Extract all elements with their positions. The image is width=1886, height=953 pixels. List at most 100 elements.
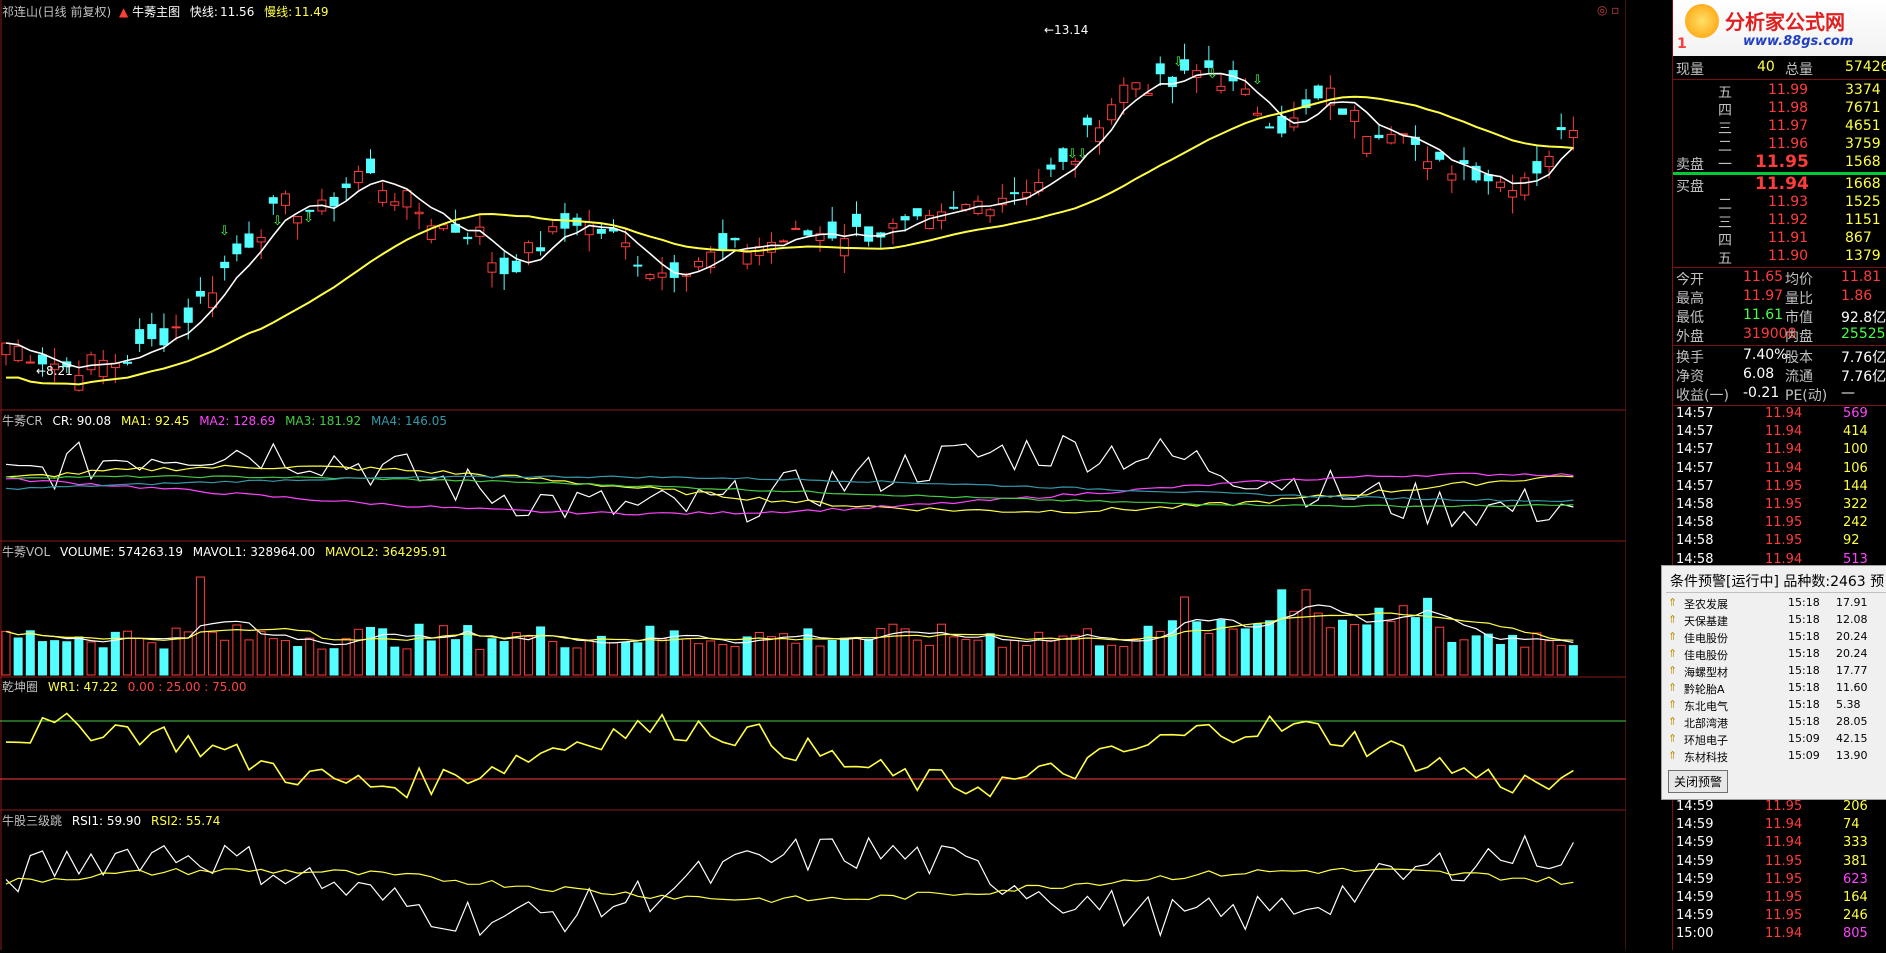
candle xyxy=(1119,84,1129,103)
alert-arrow-icon: ⇑ xyxy=(1668,664,1678,677)
down-arrow-icon: ⇩ xyxy=(219,224,230,239)
volume-bar xyxy=(523,635,533,676)
alert-list-item[interactable]: ⇑ 天保基建 15:18 12.08 xyxy=(1668,613,1886,629)
indicator-charts[interactable]: 13.0012.5012.0011.5011.0010.5010.009.509… xyxy=(0,0,1672,950)
alert-list-item[interactable]: ⇑ 佳电股份 15:18 20.24 xyxy=(1668,630,1886,646)
candle xyxy=(1107,104,1117,121)
trade-price: 11.94 xyxy=(1765,835,1803,851)
alert-list-item[interactable]: ⇑ 环旭电子 15:09 42.15 xyxy=(1668,732,1886,748)
volume-bar xyxy=(681,638,691,676)
high-price-label: ←13.14 xyxy=(1044,23,1088,37)
trade-price: 11.95 xyxy=(1765,533,1803,549)
candle xyxy=(50,363,60,371)
volume-bar xyxy=(123,630,132,676)
volume-bar xyxy=(208,631,218,676)
trade-row: 14:58 11.94 513 xyxy=(1673,552,1886,570)
candle xyxy=(244,233,254,248)
trade-volume: 246 xyxy=(1843,908,1868,924)
volume-bar xyxy=(536,626,546,676)
trade-volume: 414 xyxy=(1843,424,1868,440)
sell1-vol: 1568 xyxy=(1845,154,1881,170)
volume-bar xyxy=(499,640,509,676)
candle xyxy=(1131,82,1141,90)
volume-bar xyxy=(1410,617,1420,676)
alert-stock-name: 佳电股份 xyxy=(1684,632,1728,645)
alert-list-item[interactable]: ⇑ 北部湾港 15:18 28.05 xyxy=(1668,715,1886,731)
volume-bar xyxy=(1252,623,1262,676)
volume-bar xyxy=(37,641,47,676)
alert-popup[interactable]: 条件预警[运行中] 品种数:2463 预 ⇑ 圣农发展 15:18 17.91 ⇑ 天保基… xyxy=(1661,565,1886,800)
alert-arrow-icon: ⇑ xyxy=(1668,732,1678,745)
alert-title: 条件预警[运行中] 品种数:2463 预 xyxy=(1670,574,1885,590)
volume-bar xyxy=(438,625,448,676)
candle xyxy=(511,260,521,273)
candle xyxy=(888,223,898,229)
volume-bar xyxy=(1289,610,1299,676)
alert-list-item[interactable]: ⇑ 黔轮胎A 15:18 11.60 xyxy=(1668,681,1886,697)
alert-list-item[interactable]: ⇑ 东北电气 15:18 5.38 xyxy=(1668,698,1886,714)
volume-bar xyxy=(159,648,169,676)
level-price: 11.99 xyxy=(1768,82,1809,98)
vol-mavol2: MAVOL2: 364295.91 xyxy=(324,545,448,559)
stat-value: 319008 xyxy=(1743,326,1797,342)
alert-list-item[interactable]: ⇑ 东材科技 15:09 13.90 xyxy=(1668,749,1886,765)
trade-time: 14:57 xyxy=(1676,424,1714,440)
level-label: 二 xyxy=(1718,197,1732,213)
candle xyxy=(827,221,837,239)
trade-time: 14:59 xyxy=(1676,799,1714,814)
alert-stock-name: 佳电股份 xyxy=(1684,649,1728,662)
volume-bar xyxy=(694,643,704,676)
alert-arrow-icon: ⇑ xyxy=(1668,596,1678,609)
now-vol-value: 40 xyxy=(1757,59,1775,75)
alert-stock-name: 黔轮胎A xyxy=(1684,683,1725,696)
volume-bar xyxy=(98,647,108,676)
volume-bar xyxy=(621,642,631,676)
candle xyxy=(37,354,47,365)
buy-level-row: 二 11.93 1525 xyxy=(1673,193,1886,213)
down-arrow-icon: ⇩ xyxy=(303,211,314,226)
panel-options-icon[interactable]: ◎ ▫ xyxy=(1597,3,1620,17)
candle xyxy=(366,158,375,174)
level-label: 五 xyxy=(1718,251,1732,267)
volume-bar xyxy=(451,639,461,676)
stat-label: 股本 xyxy=(1785,350,1813,366)
trade-time: 14:59 xyxy=(1676,908,1714,924)
volume-bar xyxy=(268,638,278,676)
alert-list-item[interactable]: ⇑ 圣农发展 15:18 17.91 xyxy=(1668,596,1886,612)
volume-bar xyxy=(1095,645,1104,676)
candle xyxy=(766,241,776,253)
trade-volume: 513 xyxy=(1843,551,1868,567)
close-alert-button[interactable]: 关闭预警 xyxy=(1668,770,1729,793)
trade-price: 11.94 xyxy=(1765,460,1803,476)
candle xyxy=(1,342,11,356)
stat-row: 换手 7.40% 股本 7.76亿 xyxy=(1673,346,1886,366)
alert-list-item[interactable]: ⇑ 佳电股份 15:18 20.24 xyxy=(1668,647,1886,663)
volume-bar xyxy=(1301,589,1311,676)
candle xyxy=(730,237,740,241)
trade-volume: 100 xyxy=(1843,442,1868,458)
logo-url: www.88gs.com xyxy=(1743,34,1854,49)
volume-bar xyxy=(1009,640,1019,676)
volume-bar xyxy=(827,639,837,676)
trade-volume: 206 xyxy=(1843,799,1868,814)
volume-bar xyxy=(1131,638,1141,676)
buy1-price: 11.94 xyxy=(1755,174,1809,194)
volume-bar xyxy=(426,640,436,676)
chart-area[interactable]: 13.0012.5012.0011.5011.0010.5010.009.509… xyxy=(0,0,1672,950)
volume-bar xyxy=(1216,619,1226,676)
volume-bar xyxy=(1374,607,1384,676)
alert-list-item[interactable]: ⇑ 海螺型材 15:18 17.77 xyxy=(1668,664,1886,680)
candle xyxy=(621,242,631,248)
trade-price: 11.94 xyxy=(1765,817,1803,833)
candle xyxy=(329,197,339,207)
candle xyxy=(1325,87,1335,106)
volume-bar xyxy=(183,631,193,676)
volume-bar xyxy=(390,646,400,676)
volume-bar xyxy=(1204,633,1214,676)
candle xyxy=(390,201,400,206)
alert-stock-name: 东材科技 xyxy=(1684,751,1728,764)
candle xyxy=(25,361,35,364)
volume-bar xyxy=(1143,625,1153,676)
candle xyxy=(985,209,995,217)
volume-bar xyxy=(1313,612,1323,676)
